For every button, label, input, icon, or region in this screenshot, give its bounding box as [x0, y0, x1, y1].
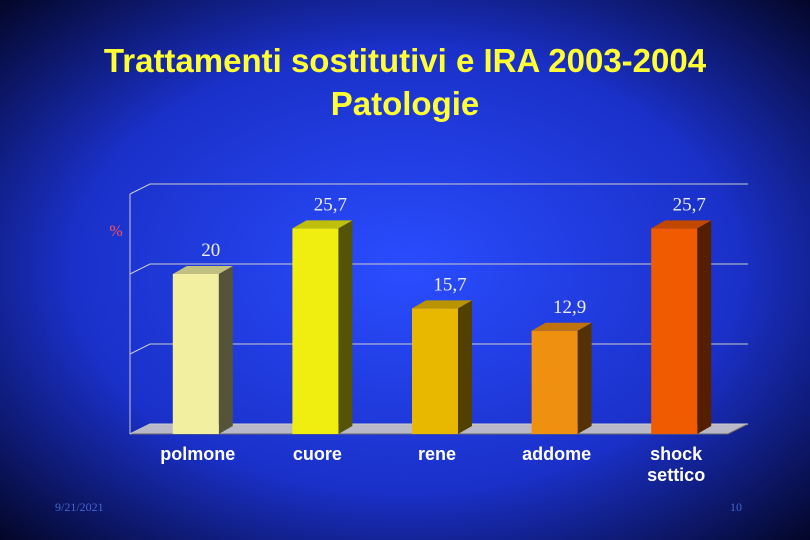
grid-line — [129, 263, 748, 275]
bar-side — [697, 220, 712, 434]
bar — [412, 308, 458, 434]
bar-side — [458, 300, 472, 434]
value-label: 15,7 — [433, 274, 466, 295]
x-tick-label: shock settico — [647, 444, 706, 485]
x-tick-label: rene — [417, 444, 457, 464]
x-tick-label: addome — [522, 444, 592, 464]
footer-date: 9/21/2021 — [55, 500, 104, 514]
bar — [531, 330, 578, 434]
bar-top — [651, 220, 712, 229]
bar-top — [531, 322, 592, 331]
chart-subtitle: Patologie — [330, 85, 480, 122]
bar-side — [338, 220, 353, 434]
value-label: 25,7 — [314, 194, 347, 215]
value-label: 25,7 — [673, 194, 706, 215]
bar-top — [292, 220, 353, 229]
y-axis-label: % — [109, 223, 122, 240]
bar — [651, 228, 698, 434]
x-tick-label: polmone — [160, 444, 236, 464]
bar — [292, 228, 339, 434]
page-number: 10 — [730, 500, 742, 514]
x-tick-label: cuore — [292, 444, 342, 464]
bar-top — [172, 266, 233, 274]
value-label: 20 — [201, 240, 220, 261]
grid-line — [129, 183, 748, 195]
bar — [172, 274, 219, 434]
value-label: 12,9 — [553, 297, 586, 318]
bar-side — [218, 266, 233, 434]
bar-top — [412, 300, 472, 309]
bar-side — [577, 322, 592, 434]
chart-title: Trattamenti sostitutivi e IRA 2003-2004 — [103, 42, 707, 79]
